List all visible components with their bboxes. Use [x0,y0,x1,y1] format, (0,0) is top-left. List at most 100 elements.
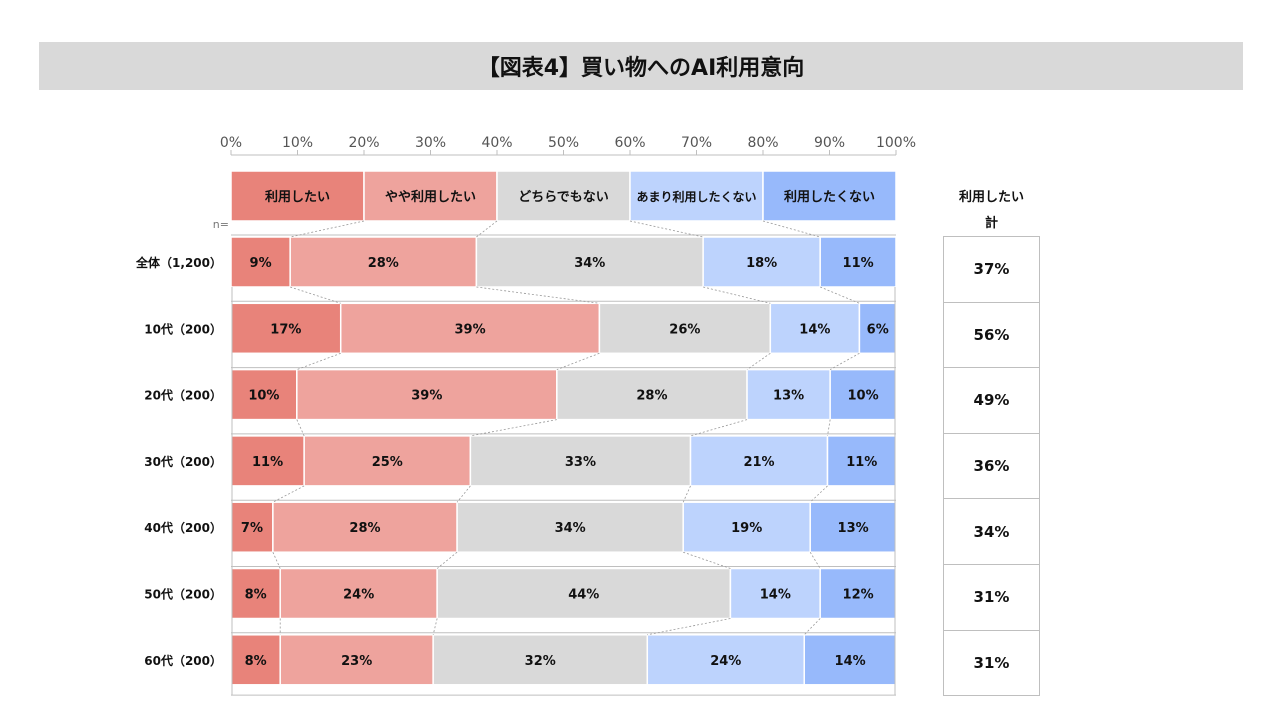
legend-label: やや利用したい [385,189,476,205]
legend-swatch-4 [762,170,897,222]
total-header-line2: 計 [984,216,998,231]
bar-segment [289,236,478,288]
bar-segment [279,567,438,620]
connector-line [290,220,365,238]
data-label: 34% [574,256,605,271]
data-label: 12% [843,588,874,603]
bar-segment [456,501,684,553]
data-label: 11% [846,455,877,470]
data-label: 18% [746,256,777,271]
connector-line [296,419,305,437]
bar-segment [702,236,821,288]
connector-line [820,286,860,304]
category-label: 10代（200） [144,321,222,336]
data-label: 23% [341,654,372,669]
total-cell: 31% [943,629,1040,697]
x-tick-label: 20% [348,135,379,151]
connector-line [476,286,600,304]
connector-line [809,551,821,569]
data-label: 21% [743,455,774,470]
connector-line [762,220,821,238]
data-label: 8% [245,654,267,669]
bar-segment [646,634,805,686]
data-label: 24% [343,588,374,603]
legend-swatch-3 [629,170,764,222]
x-tick-label: 70% [681,135,712,151]
bar-segment [436,567,732,620]
bar-segment [858,302,897,355]
x-tick-label: 80% [747,135,778,151]
x-tick-label: 50% [548,135,579,151]
data-label: 11% [252,455,283,470]
x-tick-label: 10% [282,135,313,151]
total-header-line1: 利用したい [958,190,1024,205]
bar-segment [303,435,472,487]
connector-line [682,485,691,503]
legend-swatch-1 [363,170,498,222]
bar-segment [475,236,704,288]
bar-segment [230,368,298,421]
data-label: 8% [245,588,267,603]
data-label: 17% [270,322,301,337]
legend-label: 利用したい [265,189,330,205]
x-tick-label: 0% [220,135,242,151]
data-label: 34% [555,521,586,536]
n-label: n= [213,218,229,231]
data-label: 11% [843,256,874,271]
bar-segment [230,567,281,620]
data-label: 33% [565,455,596,470]
x-tick-label: 30% [415,135,446,151]
total-cell: 31% [943,564,1040,631]
data-label: 28% [368,256,399,271]
data-label: 13% [773,389,804,404]
bar-segment [230,435,305,487]
bar-segment [803,634,897,686]
x-tick-label: 90% [814,135,845,151]
data-label: 26% [669,322,700,337]
bar-segment [809,501,897,553]
connector-line [272,485,305,503]
data-label: 24% [710,654,741,669]
data-label: 10% [248,389,279,404]
data-label: 19% [731,521,762,536]
bar-segment [769,302,861,355]
bar-segment [746,368,831,421]
data-label: 28% [636,389,667,404]
data-label: 6% [867,322,889,337]
bar-segment [826,435,897,487]
connector-line [272,552,281,569]
data-label: 14% [799,322,830,337]
category-label: 40代（200） [144,520,222,535]
total-cell: 34% [943,498,1040,565]
total-cell: 56% [943,301,1040,369]
bar-segment [729,567,821,620]
bar-segment [819,236,897,288]
x-tick-label: 40% [481,135,512,151]
category-label: 30代（200） [144,454,222,469]
data-label: 32% [525,654,556,669]
data-label: 9% [250,256,272,271]
bar-segment [829,368,897,421]
chart-title: 【図表4】買い物へのAI利用意向 [39,42,1243,90]
legend-label: 利用したくない [784,189,875,205]
connector-line [629,220,704,238]
bar-segment [432,634,649,686]
data-label: 7% [241,521,263,536]
data-label: 28% [349,521,380,536]
connector-line [703,286,771,304]
bar-segment [230,236,291,288]
category-label: 全体（1,200） [135,255,222,270]
total-cell: 36% [943,432,1040,500]
data-label: 13% [838,521,869,536]
connector-line [290,286,341,304]
data-label: 25% [372,455,403,470]
bar-segment [598,302,772,355]
x-tick-label: 60% [614,135,645,151]
category-label: 60代（200） [144,653,222,668]
connector-line [746,352,771,370]
connector-line [456,485,471,503]
bar-segment [230,634,281,686]
bar-segment [819,567,897,620]
category-label: 50代（200） [144,587,222,602]
connector-line [556,352,600,370]
